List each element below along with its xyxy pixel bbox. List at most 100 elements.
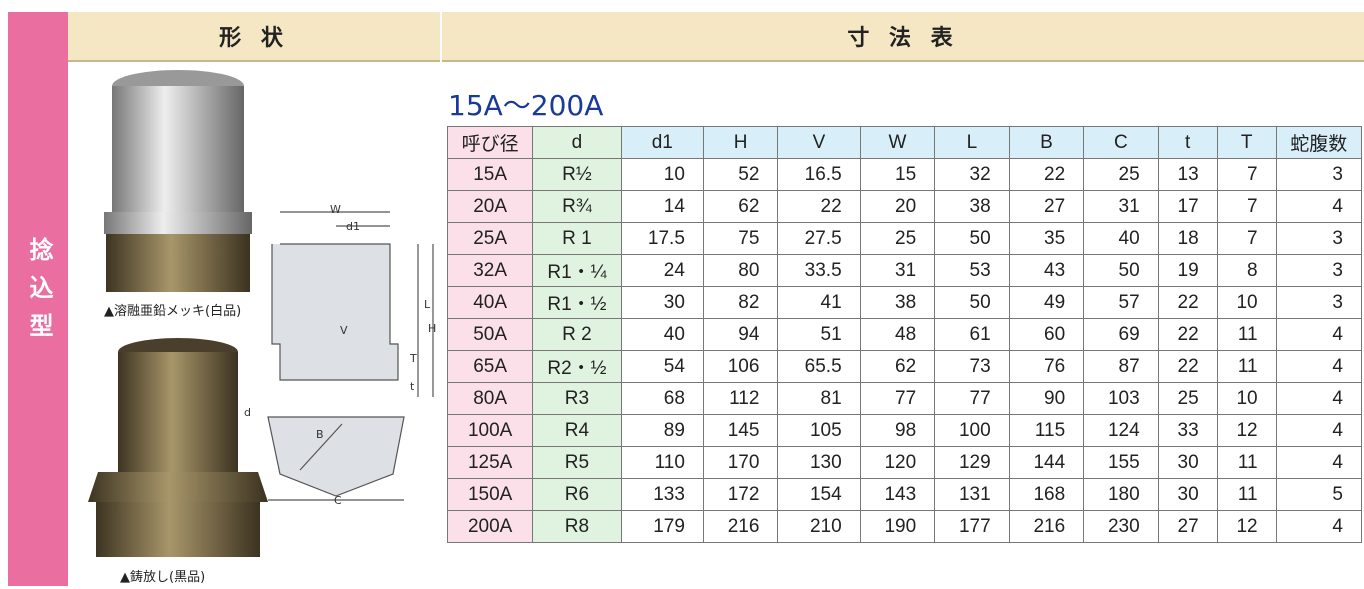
table-row: 100A R4 89 145 105 98 100 115 124 33 12 4 — [446, 414, 1363, 447]
table-cell: 144 — [1008, 446, 1085, 479]
table-cell: 7 — [1216, 190, 1277, 223]
table-cell: 19 — [1157, 254, 1218, 287]
table-cell: R 1 — [532, 222, 622, 255]
table-cell: 11 — [1216, 318, 1277, 351]
table-cell: 82 — [702, 286, 779, 319]
table-cell: 30 — [1157, 478, 1218, 511]
table-cell: 106 — [702, 350, 779, 383]
table-cell: 4 — [1275, 446, 1363, 479]
table-cell: 27 — [1157, 510, 1218, 543]
table-cell: 150A — [446, 478, 534, 511]
table-cell: 62 — [859, 350, 936, 383]
table-cell: 51 — [777, 318, 861, 351]
side-label: 捻込型 — [25, 237, 53, 351]
table-cell: 蛇腹数 — [1275, 126, 1363, 159]
table-cell: 38 — [859, 286, 936, 319]
table-cell: 110 — [620, 446, 704, 479]
table-cell: 124 — [1083, 414, 1159, 447]
table-cell: 41 — [777, 286, 861, 319]
table-cell: 4 — [1275, 382, 1363, 415]
table-cell: 50 — [934, 222, 1010, 255]
table-cell: 77 — [934, 382, 1010, 415]
table-cell: 31 — [859, 254, 936, 287]
table-cell: 50 — [934, 286, 1010, 319]
dimension-label: C — [334, 494, 342, 507]
table-row: 80A R3 68 112 81 77 77 90 103 25 10 4 — [446, 382, 1363, 415]
photo-cast — [88, 338, 268, 557]
table-cell: R3 — [532, 382, 622, 415]
table-cell: 11 — [1216, 350, 1277, 383]
table-cell: 4 — [1275, 190, 1363, 223]
table-cell: 133 — [620, 478, 704, 511]
table-cell: 80A — [446, 382, 534, 415]
table-cell: 180 — [1083, 478, 1159, 511]
table-cell: d1 — [620, 126, 704, 159]
table-cell: 54 — [620, 350, 704, 383]
table-cell: 22 — [777, 190, 861, 223]
table-cell: 27 — [1008, 190, 1085, 223]
table-cell: 43 — [1008, 254, 1085, 287]
table-cell: 48 — [859, 318, 936, 351]
table-cell: 14 — [620, 190, 704, 223]
header-right: 寸 法 表 — [442, 12, 1364, 62]
table-cell: V — [777, 126, 861, 159]
photo-caption: ▲溶融亜鉛メッキ(白品) — [104, 304, 242, 319]
dimension-label: L — [424, 298, 431, 311]
table-cell: 25 — [859, 222, 936, 255]
table-cell: 230 — [1083, 510, 1159, 543]
table-cell: 3 — [1275, 222, 1363, 255]
table-cell: 35 — [1008, 222, 1085, 255]
table-cell: 8 — [1216, 254, 1277, 287]
table-cell: 52 — [702, 158, 779, 191]
table-cell: 22 — [1157, 286, 1218, 319]
dimension-label: B — [316, 428, 324, 441]
table-row: 50A R 2 40 94 51 48 61 60 69 22 11 4 — [446, 318, 1363, 351]
table-cell: R2・½ — [532, 350, 622, 383]
table-cell: 50 — [1083, 254, 1159, 287]
table-cell: 3 — [1275, 286, 1363, 319]
table-cell: 75 — [702, 222, 779, 255]
table-cell: 98 — [859, 414, 936, 447]
table-cell: 216 — [702, 510, 779, 543]
table-row: 32A R1・¼ 24 80 33.5 31 53 43 50 19 8 3 — [446, 254, 1363, 287]
table-cell: B — [1008, 126, 1085, 159]
table-cell: 100 — [934, 414, 1010, 447]
table-cell: 190 — [859, 510, 936, 543]
table-cell: 31 — [1083, 190, 1159, 223]
illustrations — [88, 70, 434, 557]
table-cell: 130 — [777, 446, 861, 479]
table-cell: 11 — [1216, 478, 1277, 511]
table-cell: R1・½ — [532, 286, 622, 319]
table-cell: W — [859, 126, 936, 159]
table-cell: 7 — [1216, 158, 1277, 191]
table-cell: 33 — [1157, 414, 1218, 447]
table-cell: 33.5 — [777, 254, 861, 287]
table-cell: 17.5 — [620, 222, 704, 255]
table-cell: 17 — [1157, 190, 1218, 223]
table-cell: 172 — [702, 478, 779, 511]
table-cell: 62 — [702, 190, 779, 223]
photo-galvanized — [104, 70, 252, 292]
table-cell: 100A — [446, 414, 534, 447]
table-cell: 90 — [1008, 382, 1085, 415]
table-cell: 115 — [1008, 414, 1085, 447]
dimension-label: H — [428, 322, 437, 335]
table-cell: 11 — [1216, 446, 1277, 479]
table-cell: R8 — [532, 510, 622, 543]
table-cell: 145 — [702, 414, 779, 447]
table-cell: 22 — [1157, 318, 1218, 351]
table-cell: 216 — [1008, 510, 1085, 543]
table-cell: 200A — [446, 510, 534, 543]
table-cell: 143 — [859, 478, 936, 511]
table-cell: 15 — [859, 158, 936, 191]
table-cell: 20A — [446, 190, 534, 223]
table-cell: 5 — [1275, 478, 1363, 511]
table-cell: 3 — [1275, 158, 1363, 191]
table-cell: 25A — [446, 222, 534, 255]
table-cell: 210 — [777, 510, 861, 543]
table-cell: R½ — [532, 158, 622, 191]
table-cell: R5 — [532, 446, 622, 479]
table-cell: 170 — [702, 446, 779, 479]
table-row: 15A R½ 10 52 16.5 15 32 22 25 13 7 3 — [446, 158, 1363, 191]
